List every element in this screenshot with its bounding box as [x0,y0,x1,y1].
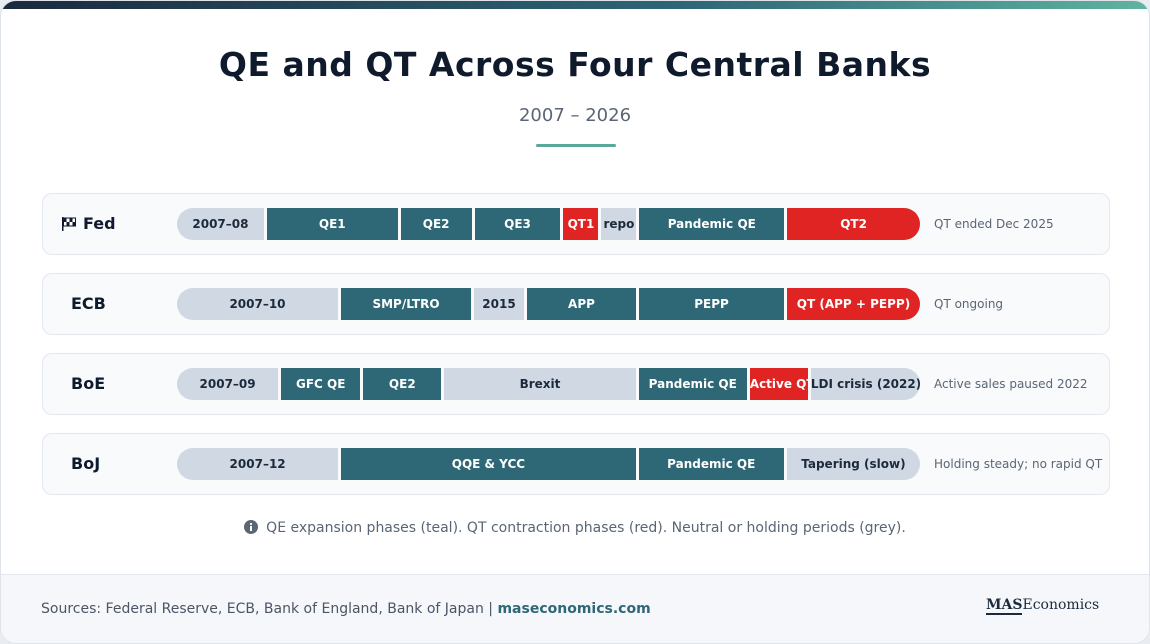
phase: QE2 [363,368,442,400]
phase-bar: 2007–08 QE1 QE2 QE3 QT1 repo Pandemic QE QT2 [177,208,920,240]
phase: APP [527,288,636,320]
footer: Sources: Federal Reserve, ECB, Bank of E… [1,574,1149,643]
row-note: QT ended Dec 2025 [934,217,1054,231]
site-link[interactable]: maseconomics.com [497,601,651,617]
bank-name: ECB [71,294,106,313]
phase: QE3 [474,208,561,240]
phase: repo [601,208,637,240]
phase: 2007–10 [177,288,338,320]
phase: QT (APP + PEPP) [787,288,920,320]
phase: Active QT [749,368,808,400]
subtitle: 2007 – 2026 [518,105,632,126]
logo-mark: MAS [986,597,1023,615]
sources: Sources: Federal Reserve, ECB, Bank of E… [41,601,651,617]
flag-icon [62,217,76,231]
phase: LDI crisis (2022) [810,368,920,400]
legend: QE expansion phases (teal). QT contracti… [1,520,1149,536]
phase-bar: 2007–12 QQE & YCC Pandemic QE Tapering (slo… [177,448,920,480]
phase-bar: 2007–09 GFC QE QE2 Brexit Pandemic QE Active … [177,368,920,400]
divider [536,144,616,147]
bank-label: Fed [43,194,181,254]
phase: Pandemic QE [638,448,784,480]
row-note: Holding steady; no rapid QT [934,457,1103,471]
phase: QE2 [400,208,472,240]
phase: Pandemic QE [639,208,785,240]
bank-name: Fed [83,214,116,233]
title: QE and QT Across Four Central Banks [218,45,932,84]
phase: SMP/LTRO [341,288,471,320]
bank-label: BoJ [43,434,191,494]
bank-label: ECB [43,274,191,334]
bank-name: BoJ [71,454,101,473]
phase: Tapering (slow) [786,448,920,480]
bank-row: ECB 2007–10 SMP/LTRO 2015 APP PEPP QT (APP + P… [42,273,1110,335]
phase: GFC QE [281,368,361,400]
legend-text: QE expansion phases (teal). QT contracti… [266,520,906,536]
bank-row: BoJ 2007–12 QQE & YCC Pandemic QE Tapering (… [42,433,1110,495]
sources-text: Sources: Federal Reserve, ECB, Bank of E… [41,601,493,617]
phase-bar: 2007–10 SMP/LTRO 2015 APP PEPP QT (APP + PEPP… [177,288,920,320]
phase: Pandemic QE [638,368,747,400]
row-note: QT ongoing [934,297,1004,311]
bank-row: Fed 2007–08 QE1 QE2 QE3 QT1 repo Pandemic QE QT2… [42,193,1110,255]
logo-text: Economics [1022,597,1100,613]
phase: QQE & YCC [341,448,636,480]
phase: QT1 [563,208,599,240]
phase: Brexit [444,368,636,400]
phase: 2007–12 [177,448,339,480]
phase: 2007–08 [177,208,264,240]
phase: QE1 [266,208,398,240]
logo: MASEconomics [986,597,1100,615]
bank-label: BoE [43,354,191,414]
bank-name: BoE [71,374,106,393]
info-icon [244,520,259,534]
phase: PEPP [639,288,784,320]
accent-bar [1,1,1149,9]
row-note: Active sales paused 2022 [934,377,1088,391]
phase: 2007–09 [177,368,279,400]
phase: QT2 [787,208,920,240]
phase: 2015 [474,288,524,320]
bank-row: BoE 2007–09 GFC QE QE2 Brexit Pandemic QE Acti… [42,353,1110,415]
